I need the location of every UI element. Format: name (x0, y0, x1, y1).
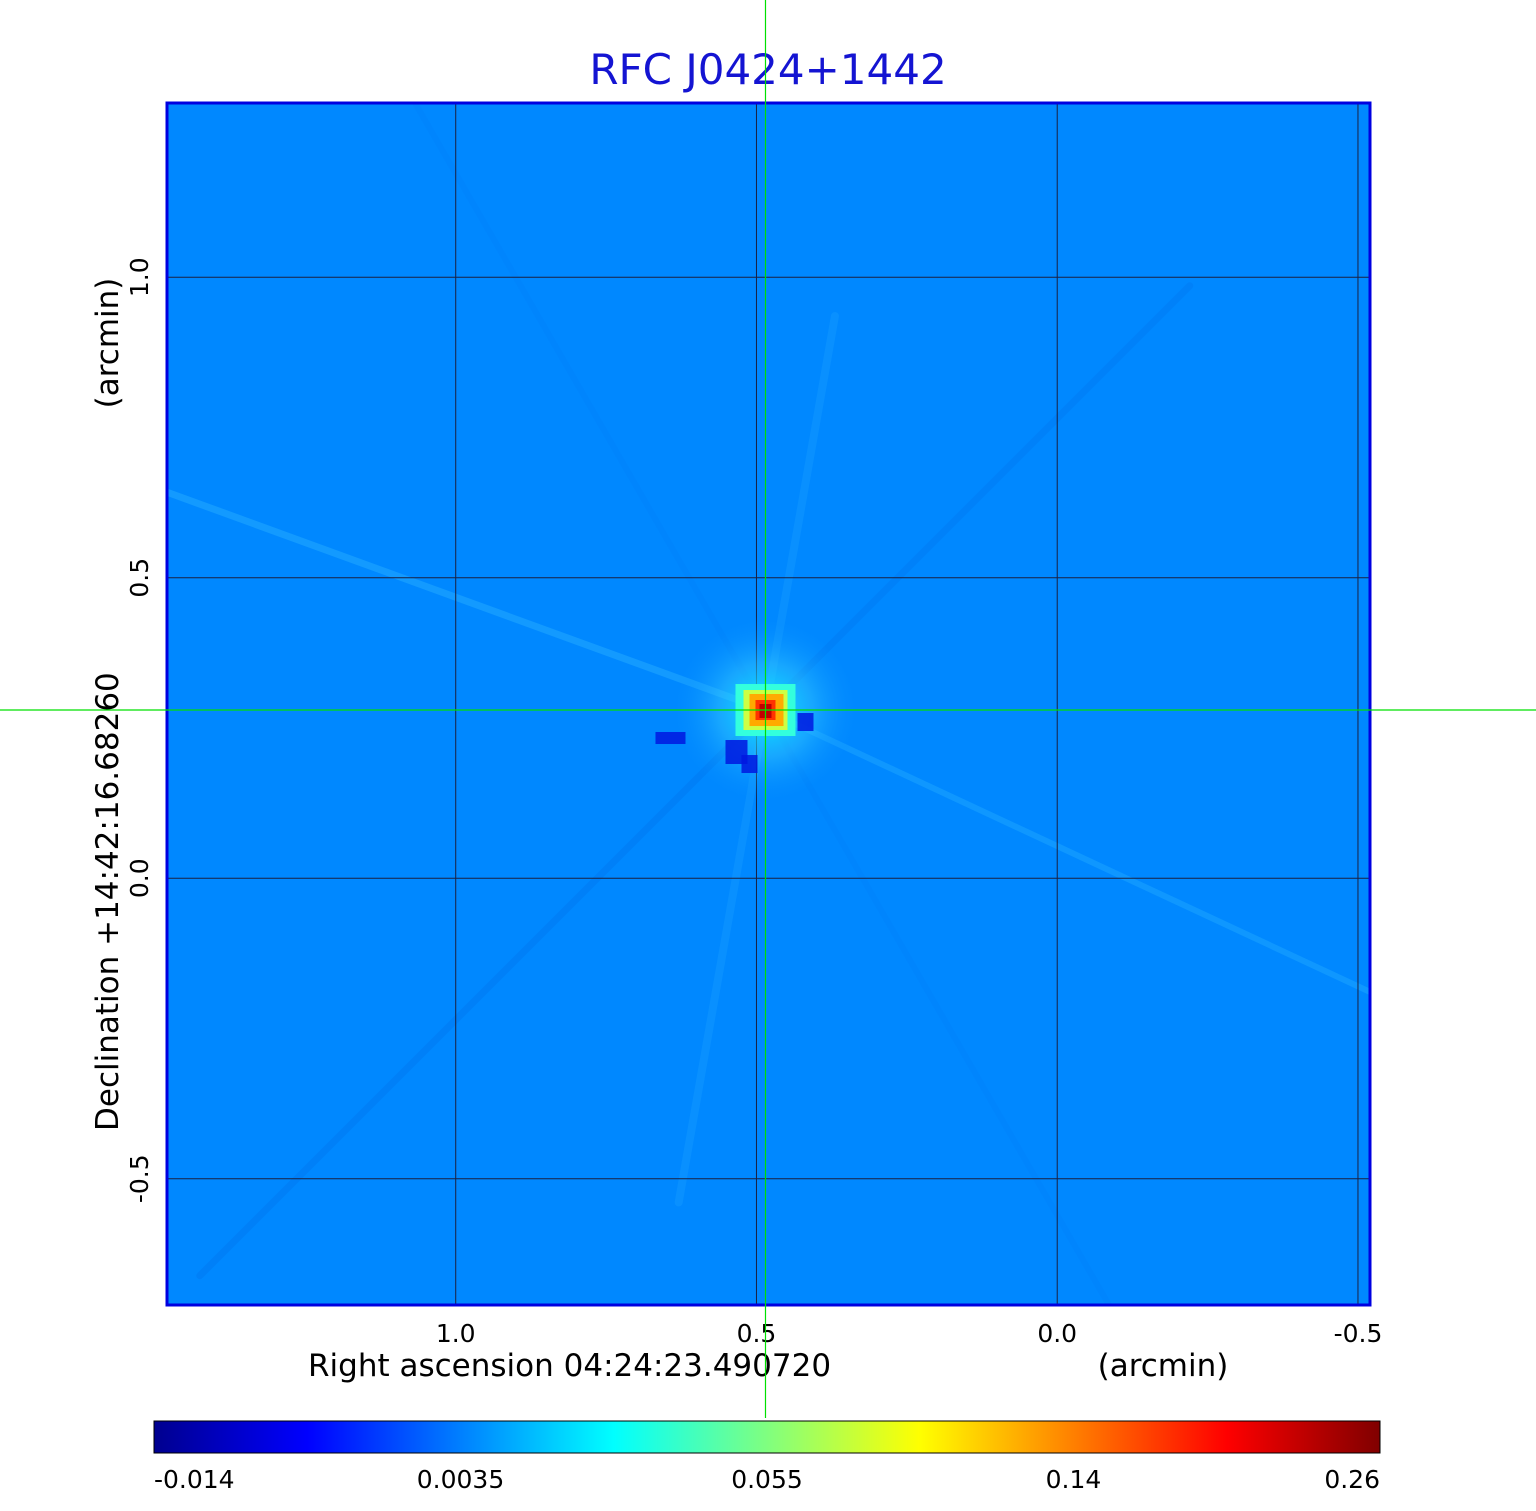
sidelobe-streak (167, 488, 769, 714)
colorbar-tick-label: 0.055 (731, 1465, 803, 1494)
sidelobe-streak (412, 103, 769, 714)
x-tick-label: 1.0 (436, 1319, 476, 1348)
y-tick-label: 0.5 (125, 558, 154, 598)
y-tick-label: 0.0 (125, 858, 154, 898)
colorbar-tick-label: 0.26 (1324, 1465, 1380, 1494)
sidelobe-streak (196, 706, 769, 1280)
colorbar-tick-label: 0.14 (1046, 1465, 1102, 1494)
x-tick-label: 0.0 (1037, 1319, 1077, 1348)
y-tick-label: 1.0 (125, 257, 154, 297)
colorbar-tick-label: 0.0035 (417, 1465, 504, 1494)
plot-area (167, 103, 1370, 1305)
y-tick-labels: 1.0 0.5 0.0 -0.5 (125, 257, 154, 1203)
colorbar (153, 1420, 1381, 1454)
colorbar-tick-labels: -0.014 0.0035 0.055 0.14 0.26 (154, 1465, 1380, 1494)
x-tick-label: 0.5 (737, 1319, 777, 1348)
x-axis-label: Right ascension 04:24:23.490720 (308, 1348, 831, 1384)
plot-frame (165, 101, 1372, 1307)
sidelobe-streak (761, 282, 1194, 714)
x-tick-labels: 1.0 0.5 0.0 -0.5 (436, 1319, 1383, 1348)
chart-title: RFC J0424+1442 (589, 45, 946, 94)
colorbar-tick-label: -0.014 (154, 1465, 235, 1494)
negative-lobe (797, 713, 814, 732)
sidelobe-streak (762, 707, 1370, 996)
y-tick-label: -0.5 (125, 1154, 154, 1203)
x-axis-unit: (arcmin) (1098, 1348, 1229, 1384)
y-axis-unit: (arcmin) (90, 278, 126, 409)
y-axis-label: Declination +14:42:16.68260 (90, 672, 126, 1131)
x-tick-label: -0.5 (1334, 1319, 1383, 1348)
negative-lobe (655, 732, 686, 745)
negative-lobe (741, 755, 758, 774)
